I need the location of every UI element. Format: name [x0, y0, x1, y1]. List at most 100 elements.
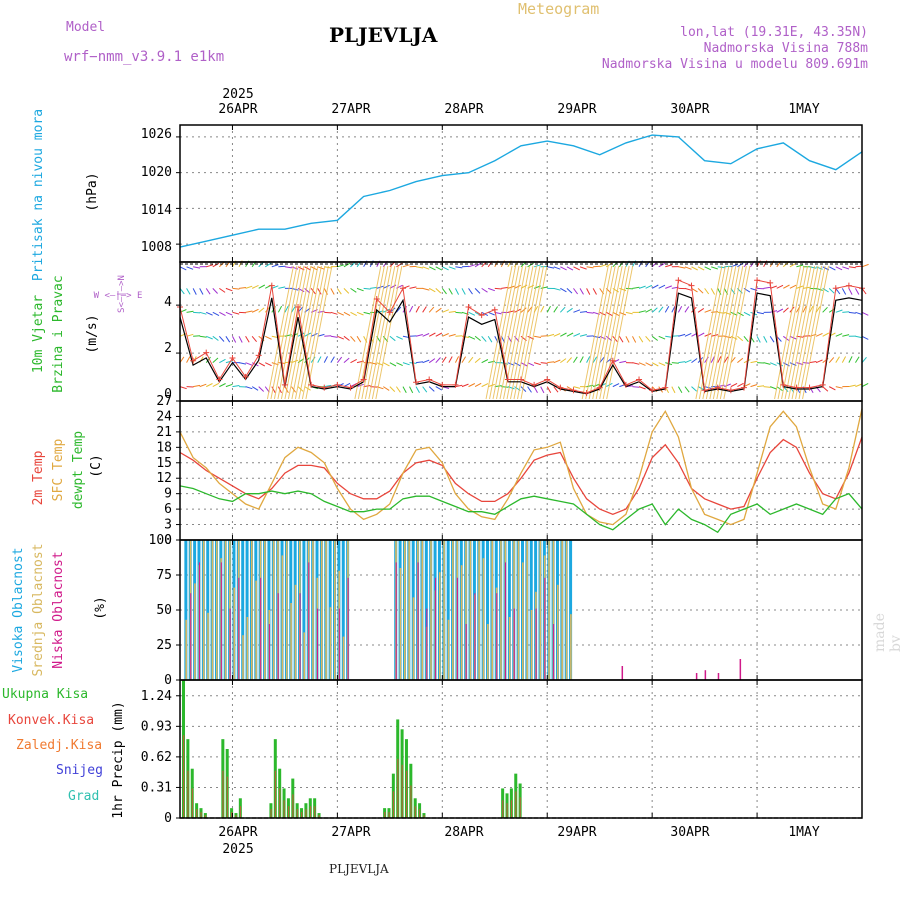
wind-arrow: [724, 383, 731, 388]
wind-arrow: [330, 356, 335, 363]
wind-arrow: [212, 311, 220, 317]
wind-arrow: [350, 358, 357, 364]
wind-gust-marker: [780, 381, 787, 388]
wind-arrow: [842, 311, 850, 313]
wind-arrow: [278, 286, 286, 289]
elevation-label: Nadmorska Visina 788m: [703, 41, 868, 56]
wind-arrow: [199, 383, 207, 388]
cloud-ylabel-2: Srednja Oblacnost: [31, 543, 46, 676]
wind-arrow: [841, 356, 847, 363]
wind-arrow: [566, 287, 573, 294]
wind-arrow: [422, 359, 430, 364]
wind-arrow: [717, 384, 725, 388]
wind-arrow: [402, 362, 410, 366]
wind-arrow: [422, 287, 430, 291]
wind-arrow: [704, 386, 712, 389]
wind-gust-streak: [698, 265, 726, 400]
wind-arrow: [835, 386, 843, 389]
wind-arrow: [487, 336, 493, 343]
mid-cloud-bar: [194, 583, 196, 680]
precip-conv-bar: [397, 758, 399, 818]
wind-arrow: [199, 311, 207, 315]
wind-arrow: [632, 336, 637, 343]
wind-arrow: [501, 286, 509, 289]
wind-arrow: [389, 386, 396, 392]
precip-conv-bar: [519, 797, 521, 818]
wind-arrow: [861, 311, 869, 316]
wind-arrow: [815, 266, 823, 270]
wind-arrow: [271, 264, 279, 268]
wind-gust-streak: [270, 265, 298, 400]
wind-arrow: [455, 266, 463, 269]
wind-arrow: [677, 386, 683, 393]
wind-arrow: [540, 286, 548, 289]
wind-arrow: [560, 266, 567, 271]
wind-arrow: [527, 362, 535, 367]
mid-cloud-bar: [246, 617, 249, 680]
wind-gust-marker: [268, 282, 275, 289]
precip-conv-bar: [204, 815, 207, 818]
wind-arrow: [848, 266, 856, 269]
wind-gust-marker: [399, 285, 406, 292]
wind-arrow: [396, 335, 403, 340]
top-day-label: 28APR: [444, 102, 483, 117]
mid-cloud-bar: [570, 614, 572, 680]
mid-cloud-bar: [250, 540, 253, 680]
wind-arrow: [553, 266, 561, 270]
wind-gust-streak: [606, 265, 634, 400]
pressure-unit: (hPa): [85, 172, 100, 211]
wind-arrow: [789, 262, 797, 268]
wind-arrow: [481, 335, 487, 342]
mid-cloud-bar: [211, 540, 214, 680]
mid-cloud-bar: [281, 555, 284, 680]
wind-gust-streak: [291, 265, 319, 400]
wind-arrow: [704, 288, 710, 295]
wind-arrow: [665, 264, 673, 268]
wind-gust-marker: [649, 387, 656, 394]
wind-arrow: [212, 357, 219, 364]
mid-cloud-bar: [303, 632, 306, 680]
wind-gust-marker: [321, 384, 328, 391]
wind-arrow: [186, 266, 194, 270]
wind-gust-marker: [740, 384, 747, 391]
wind-arrow: [861, 335, 869, 340]
wind-gust-marker: [295, 304, 302, 311]
wind-arrow: [396, 306, 402, 313]
wind-arrow: [802, 305, 807, 313]
wind-gust-marker: [452, 381, 459, 388]
wind-arrow: [632, 286, 640, 289]
mid-cloud-bar: [312, 540, 314, 680]
wind-arrow: [540, 362, 548, 364]
precip-ylabel-4: Snijeg: [56, 763, 103, 778]
wind-gust-marker: [439, 381, 446, 388]
wind-arrow: [428, 266, 436, 271]
wind-arrow: [651, 284, 659, 289]
precip-conv-bar: [423, 815, 425, 818]
wind-arrow: [192, 288, 197, 295]
wind-gust-streak: [795, 265, 823, 400]
wind-arrow: [546, 305, 551, 313]
wind-arrow: [815, 306, 821, 313]
precip-conv-bar: [296, 809, 298, 818]
wind-arrow: [750, 360, 758, 364]
mid-cloud-bar: [285, 540, 288, 680]
wind-arrow: [356, 336, 362, 343]
wind-arrow: [730, 311, 738, 316]
wind-arrow: [245, 336, 250, 343]
cloud-ytick: 100: [149, 533, 172, 548]
precip-conv-bar: [287, 806, 290, 818]
wind-arrow: [251, 335, 257, 343]
wind-arrow: [842, 334, 850, 337]
precip-conv-bar: [187, 770, 189, 818]
wind-arrow: [402, 264, 410, 268]
wind-arrow: [763, 286, 771, 289]
wind-arrow: [684, 266, 692, 270]
wind-arrow: [573, 266, 581, 271]
wind-arrow: [573, 386, 581, 389]
high-cloud-bar: [302, 540, 306, 680]
wind-gust-marker: [675, 277, 682, 284]
wind-arrow: [323, 356, 328, 363]
wind-gust-marker: [806, 384, 813, 391]
mid-cloud-bar: [508, 617, 511, 680]
wind-arrow: [251, 386, 259, 391]
